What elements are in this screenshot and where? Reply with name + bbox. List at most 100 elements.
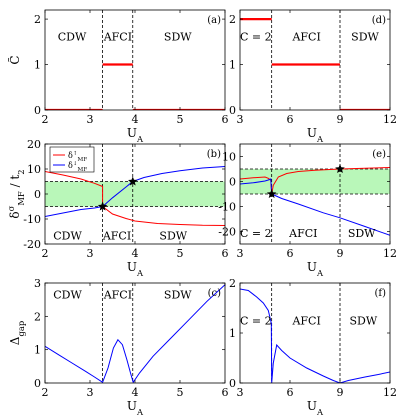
transition-star-marker: [266, 189, 277, 198]
x-tick-label: 6: [222, 386, 229, 399]
y-tick-label: 20: [27, 138, 41, 151]
phase-label: C = 2: [240, 227, 272, 240]
y-tick-label: -10: [218, 201, 236, 214]
y-tick-label: 2: [34, 13, 41, 26]
x-tick-label: 5: [177, 386, 184, 399]
phase-label: AFCI: [291, 315, 320, 328]
x-tick-label: 2: [42, 247, 49, 260]
x-tick-label: 9: [337, 386, 344, 399]
series-group: [240, 288, 390, 383]
x-axis-label: UA: [307, 260, 324, 278]
x-tick-label: 3: [87, 113, 94, 126]
y-tick-label: 0: [34, 104, 41, 117]
panel-label: (d): [372, 15, 386, 26]
panel-a: 2 3 4 5 6 0 1 2 UA C̃ (a) CDW AFCI SDW: [7, 9, 229, 144]
phase-label: CDW: [53, 229, 82, 242]
series-group: [240, 18, 390, 110]
y-tick-label: 3: [34, 277, 41, 290]
series-line-0: [240, 288, 390, 383]
y-tick-label: 1: [34, 59, 41, 72]
x-tick-label: 12: [383, 247, 397, 260]
stable-band: [45, 181, 225, 207]
x-tick-label: 2: [42, 113, 49, 126]
y-tick-label: 10: [27, 163, 41, 176]
series-line-1: [45, 166, 225, 217]
x-tick-label: 12: [383, 113, 397, 126]
x-tick-label: 4: [132, 386, 139, 399]
x-axis-label: UA: [307, 126, 324, 144]
x-tick-label: 6: [287, 386, 294, 399]
y-tick-label: 0: [229, 104, 236, 117]
x-axis-label: UA: [127, 260, 144, 278]
series-group: [240, 167, 390, 236]
y-tick-label: 0: [229, 377, 236, 390]
plot-frame: [239, 282, 391, 384]
y-tick-label: -20: [23, 238, 41, 251]
legend-entry: δ↓MF: [68, 160, 87, 173]
legend-box: [49, 146, 95, 173]
panel-label: (e): [372, 149, 386, 160]
phase-label: AFCI: [291, 30, 320, 43]
plot-frame: [239, 9, 391, 111]
x-tick-label: 4: [132, 247, 139, 260]
x-tick-label: 6: [287, 113, 294, 126]
phase-label: CDW: [58, 30, 87, 43]
phase-label: AFCI: [103, 30, 132, 43]
x-tick-label: 3: [237, 386, 244, 399]
transition-star-marker: [97, 201, 108, 211]
panel-label: (a): [207, 15, 221, 26]
x-tick-label: 12: [383, 386, 397, 399]
y-tick-label: 2: [229, 13, 236, 26]
x-tick-label: 5: [177, 247, 184, 260]
series-line-0: [45, 171, 225, 226]
y-tick-label: -20: [218, 226, 236, 239]
y-tick-label: 2: [229, 277, 236, 290]
panel-c: 2 3 4 5 6 0 1 2 3 UA Δgap (c) CDW AFCI SDW: [8, 277, 229, 415]
phase-label: C = 2: [240, 315, 272, 328]
transition-star-marker: [335, 164, 345, 173]
phase-label: AFCI: [103, 289, 132, 302]
series-line-0: [45, 284, 225, 383]
y-tick-label: 2: [34, 310, 41, 323]
x-tick-label: 3: [237, 247, 244, 260]
phase-label: SDW: [351, 30, 379, 43]
series-line-1: [240, 178, 390, 236]
y-axis-label: Δgap: [8, 321, 26, 345]
y-tick-label: -10: [23, 213, 41, 226]
y-tick-label: 1: [34, 344, 41, 357]
panel-label: (b): [207, 149, 221, 160]
plot-frame: [239, 143, 391, 245]
x-axis-label: UA: [127, 399, 144, 415]
y-axis-label: C̃: [7, 55, 22, 64]
x-tick-label: 6: [222, 113, 229, 126]
y-tick-label: 10: [222, 151, 236, 164]
legend: δ↑MFδ↓MF: [49, 146, 95, 173]
phase-label: C = 2: [240, 30, 272, 43]
phase-label: SDW: [164, 30, 192, 43]
series-group: [45, 63, 225, 110]
phase-label: SDW: [159, 229, 187, 242]
x-tick-label: 5: [177, 113, 184, 126]
phase-label: CDW: [53, 289, 82, 302]
series-line-0: [240, 167, 390, 195]
phase-label: AFCI: [288, 227, 317, 240]
x-axis-label: UA: [127, 126, 144, 144]
panel-label: (f): [374, 288, 386, 299]
phase-label: AFCI: [102, 229, 131, 242]
y-tick-label: 1: [229, 327, 236, 340]
y-tick-label: 1: [229, 59, 236, 72]
phase-label: SDW: [348, 227, 376, 240]
legend-entry: δ↑MF: [68, 150, 87, 163]
y-tick-label: 0: [34, 188, 41, 201]
x-tick-label: 9: [337, 247, 344, 260]
x-tick-label: 6: [287, 247, 294, 260]
series-group: [45, 284, 225, 383]
panel-b: 2 3 4 5 6 -20 -10 0 10 20 UA δσMF / t2 (b) CDW AFCI SDW…: [6, 138, 229, 278]
x-tick-label: 3: [237, 113, 244, 126]
x-tick-label: 3: [87, 247, 94, 260]
x-axis-label: UA: [307, 399, 324, 415]
